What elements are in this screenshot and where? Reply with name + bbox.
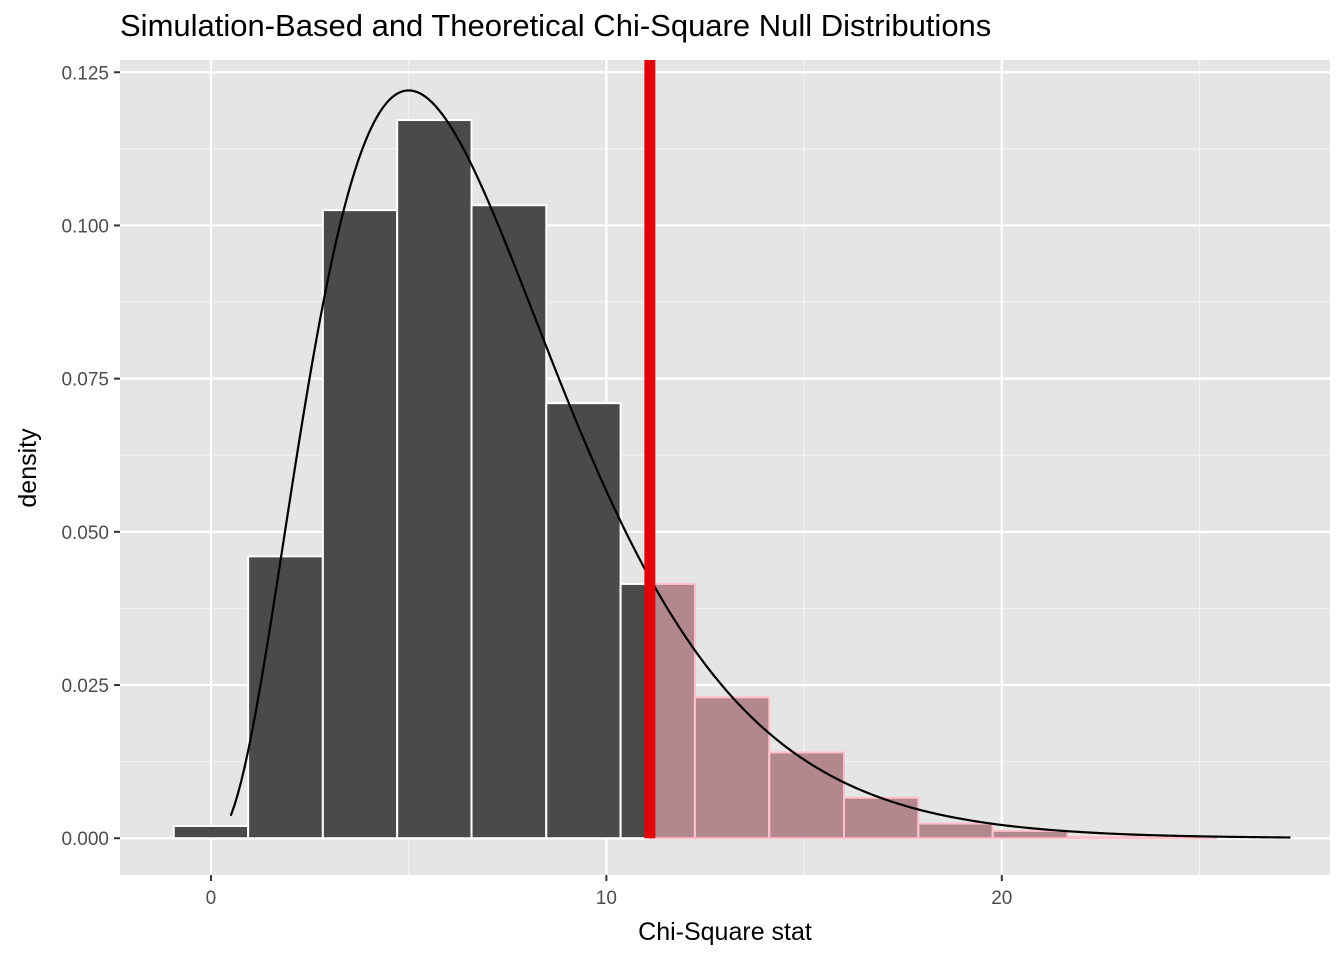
y-tick-label: 0.025: [61, 676, 109, 697]
shaded-tail-bar: [917, 822, 994, 840]
histogram-bar: [321, 209, 399, 840]
histogram-bar: [545, 402, 622, 840]
y-axis-title: density: [14, 428, 42, 508]
theoretical-density-curve: [229, 89, 1291, 839]
x-tick-label: 20: [991, 888, 1012, 909]
y-tick-label: 0.100: [61, 216, 109, 237]
y-tick-label: 0.125: [61, 63, 109, 84]
x-axis-title: Chi-Square stat: [638, 918, 812, 946]
histogram-bar: [396, 119, 473, 840]
x-tick-label: 10: [596, 888, 617, 909]
histogram-bar: [172, 824, 250, 840]
y-axis-ticks: 0.000 0.025 0.050 0.075 0.100 0.125: [61, 63, 120, 850]
histogram-bars: [172, 119, 1218, 840]
y-tick-label: 0.000: [61, 829, 109, 850]
shaded-tail-bar: [991, 829, 1069, 840]
shaded-tail-bar: [768, 751, 846, 840]
x-axis-ticks: 0 10 20: [206, 875, 1012, 909]
y-tick-label: 0.075: [61, 370, 109, 391]
shaded-tail-bar: [693, 696, 771, 840]
histogram-bar: [470, 204, 548, 840]
shaded-tail-bar: [1066, 836, 1143, 840]
shaded-tail-bar: [648, 582, 696, 840]
chart-title: Simulation-Based and Theoretical Chi-Squ…: [120, 8, 992, 43]
y-tick-label: 0.050: [61, 523, 109, 544]
shaded-tail-bar: [1140, 836, 1218, 840]
shaded-tail-bar: [843, 796, 920, 840]
histogram-bar: [247, 555, 324, 840]
x-tick-label: 0: [206, 888, 217, 909]
